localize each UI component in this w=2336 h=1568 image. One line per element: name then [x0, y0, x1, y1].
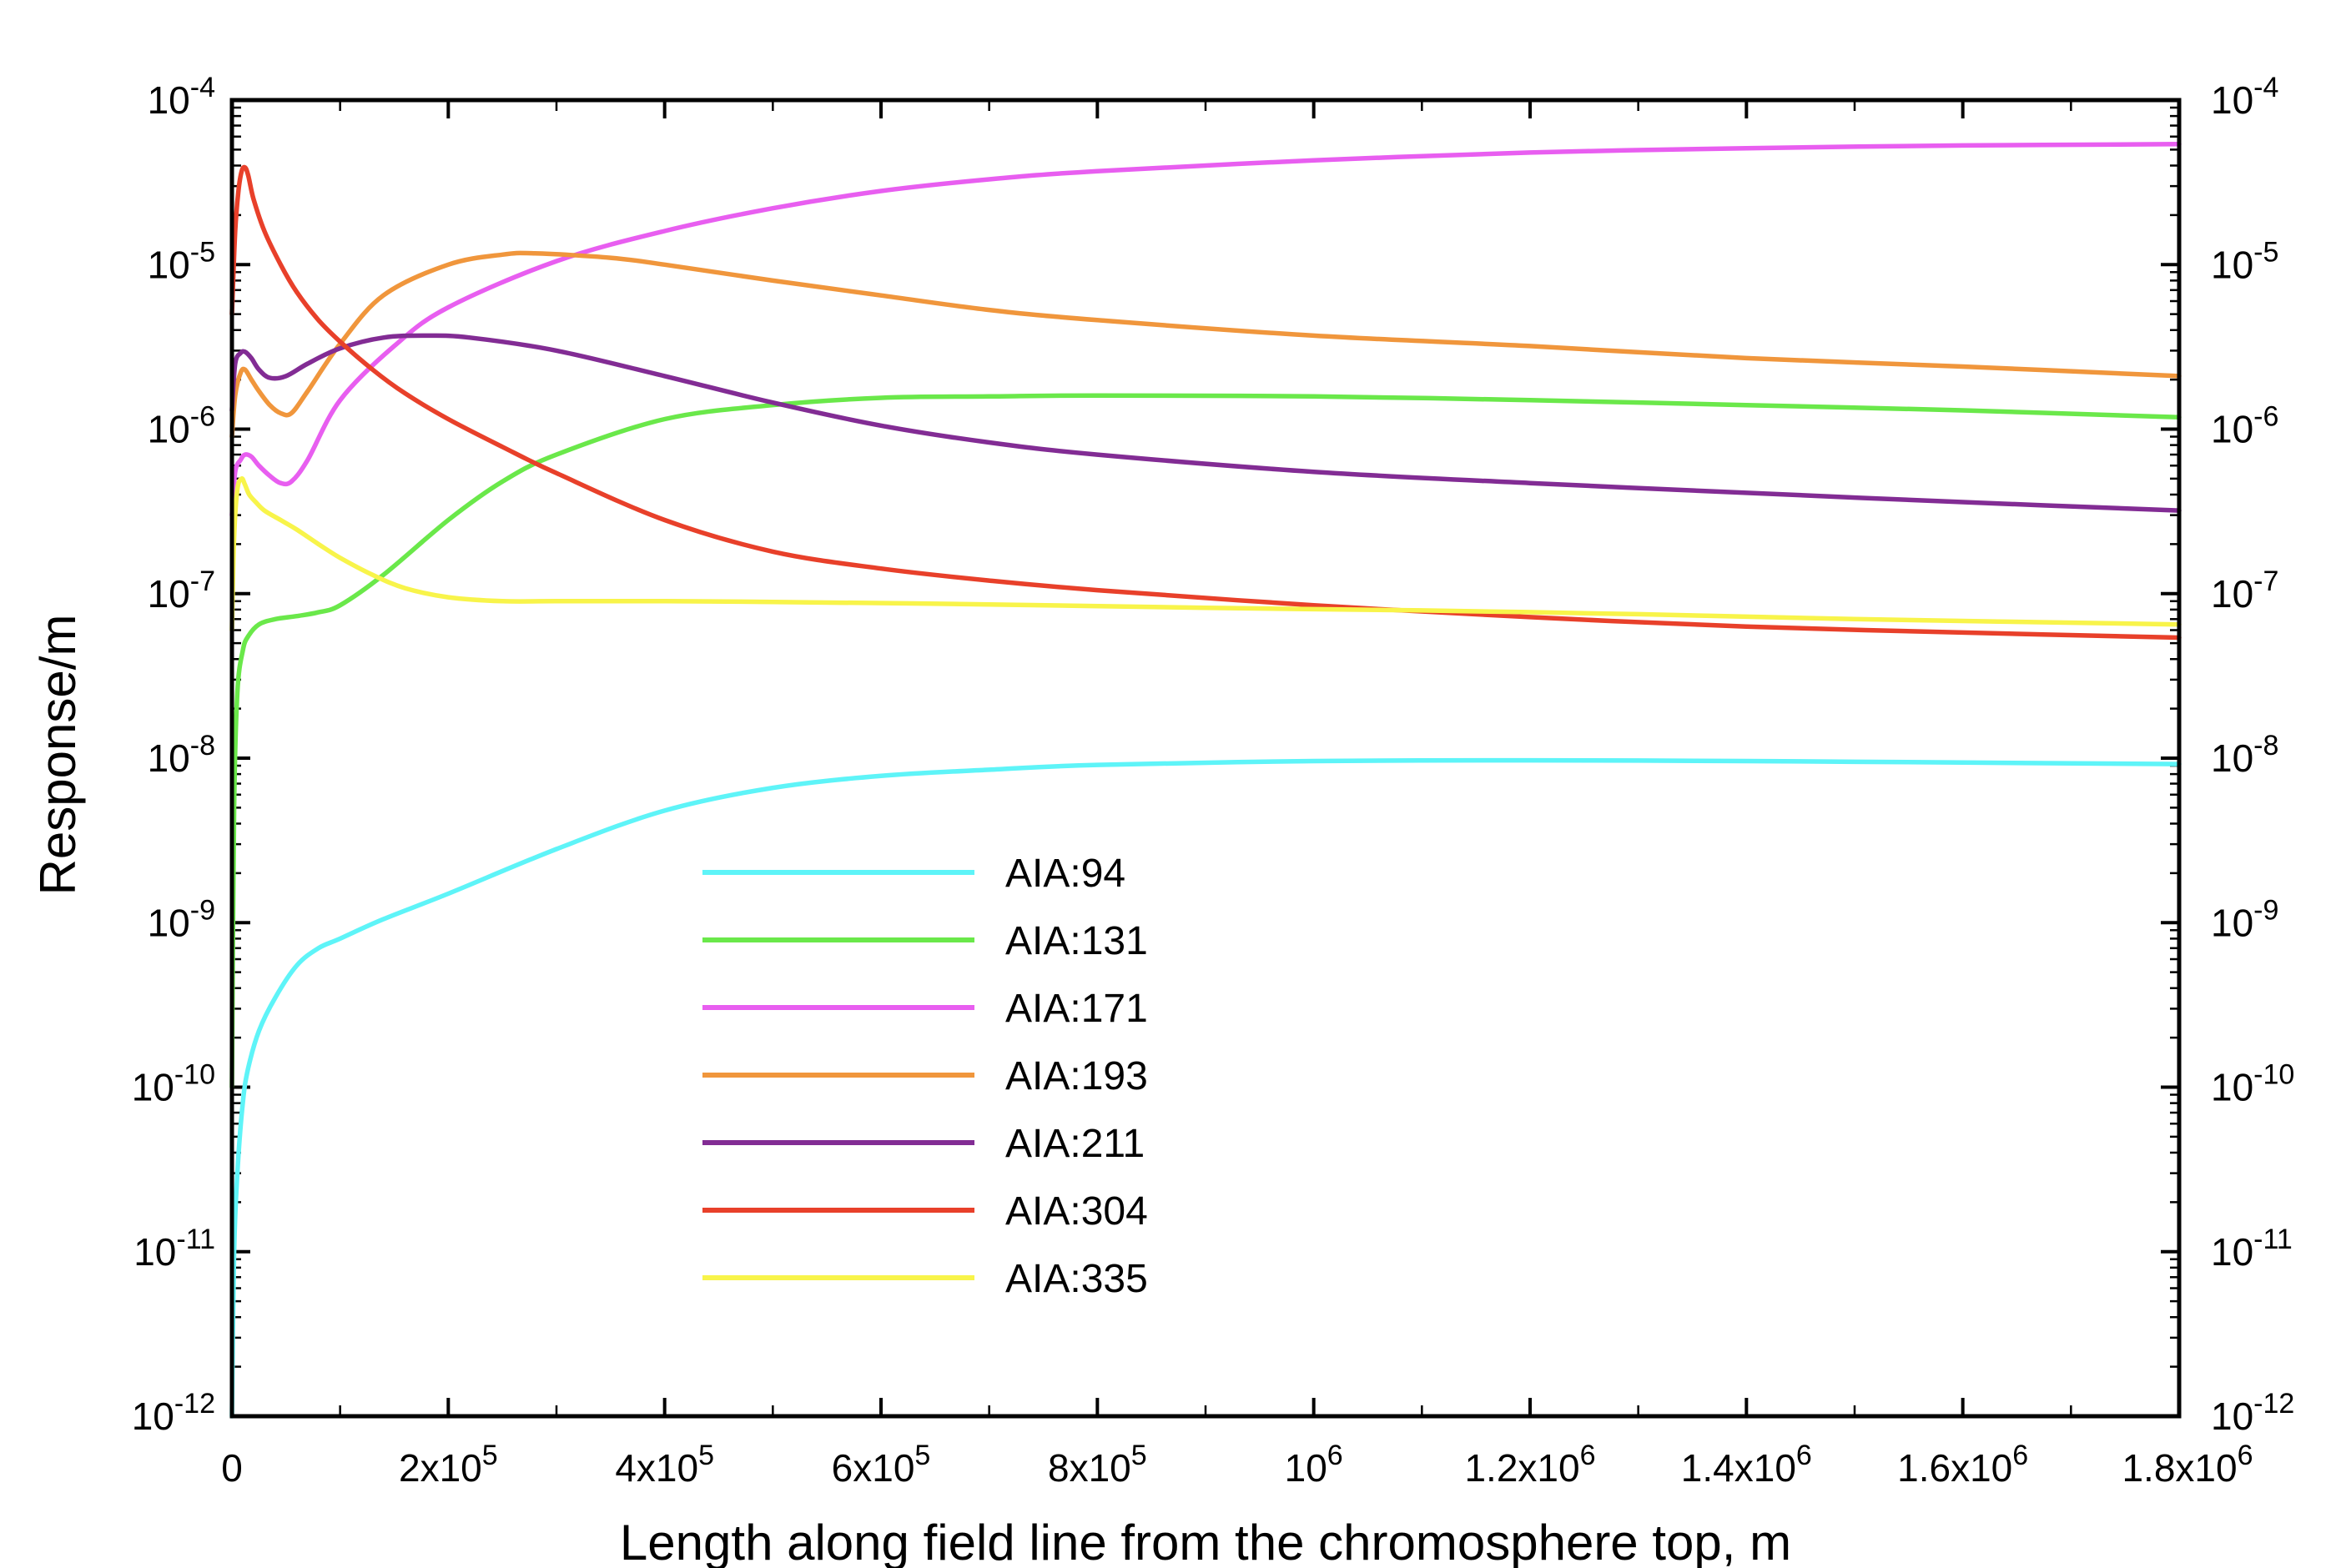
- y-tick-label-right: 10-12: [2211, 1388, 2294, 1438]
- x-tick-label: 1.2x106: [1464, 1440, 1595, 1490]
- x-tick-label: 2x105: [399, 1440, 498, 1490]
- y-tick-label-left: 10-9: [148, 894, 215, 944]
- legend-label-aia-193: AIA:193: [1005, 1054, 1148, 1098]
- legend: AIA:94 AIA:131 AIA:171 AIA:193 AIA:211 AIA:30…: [702, 852, 1148, 1301]
- legend-label-aia-131: AIA:131: [1005, 919, 1148, 963]
- y-tick-label-left: 10-11: [133, 1224, 215, 1274]
- series-line-aia-94: [229, 757, 2182, 1419]
- series-line-aia-304: [229, 164, 2182, 641]
- axes-ticks: [230, 98, 2181, 1418]
- y-tick-label-right: 10-5: [2211, 236, 2278, 286]
- x-tick-label: 1.6x106: [1897, 1440, 2028, 1490]
- tick-labels: 10-4 10-4 10-5 10-5 10-6 10-6 10-7 10-7 10-8 10-8…: [132, 72, 2295, 1490]
- legend-label-aia-171: AIA:171: [1005, 987, 1148, 1031]
- x-tick-label: 0: [221, 1446, 243, 1490]
- plot-frame: [229, 98, 2182, 1419]
- series-line-aia-131: [229, 393, 2182, 1090]
- series-line-aia-193: [229, 250, 2182, 440]
- x-axis-title: Length along field line from the chromos…: [620, 1515, 1791, 1568]
- y-tick-label-right: 10-6: [2211, 401, 2278, 451]
- y-tick-label-right: 10-7: [2211, 565, 2278, 616]
- y-tick-label-left: 10-10: [132, 1059, 215, 1109]
- legend-label-aia-335: AIA:335: [1005, 1257, 1148, 1301]
- legend-label-aia-211: AIA:211: [1005, 1122, 1145, 1166]
- x-tick-label: 1.8x106: [2122, 1440, 2253, 1490]
- series-lines: [229, 142, 2182, 1419]
- x-tick-label: 6x105: [832, 1440, 931, 1490]
- y-tick-label-left: 10-7: [148, 565, 215, 616]
- y-tick-label-right: 10-9: [2211, 894, 2278, 944]
- legend-label-aia-304: AIA:304: [1005, 1189, 1148, 1234]
- y-tick-label-left: 10-6: [148, 401, 215, 451]
- series-line-aia-211: [229, 333, 2182, 513]
- y-tick-label-right: 10-4: [2211, 72, 2278, 122]
- y-tick-label-left: 10-12: [132, 1388, 215, 1438]
- legend-label-aia-94: AIA:94: [1005, 852, 1125, 896]
- y-tick-label-left: 10-5: [148, 236, 215, 286]
- x-tick-label: 4x105: [615, 1440, 714, 1490]
- y-tick-label-right: 10-8: [2211, 730, 2278, 780]
- series-line-aia-171: [229, 142, 2182, 518]
- x-tick-label: 106: [1285, 1440, 1343, 1490]
- y-tick-label-right: 10-11: [2211, 1224, 2293, 1274]
- x-tick-label: 8x105: [1048, 1440, 1147, 1490]
- y-tick-label-left: 10-8: [148, 730, 215, 780]
- y-tick-label-right: 10-10: [2211, 1059, 2294, 1109]
- x-tick-label: 1.4x106: [1681, 1440, 1812, 1490]
- y-axis-title: Response/m: [30, 615, 86, 896]
- series-line-aia-335: [229, 476, 2182, 633]
- y-tick-label-left: 10-4: [148, 72, 215, 122]
